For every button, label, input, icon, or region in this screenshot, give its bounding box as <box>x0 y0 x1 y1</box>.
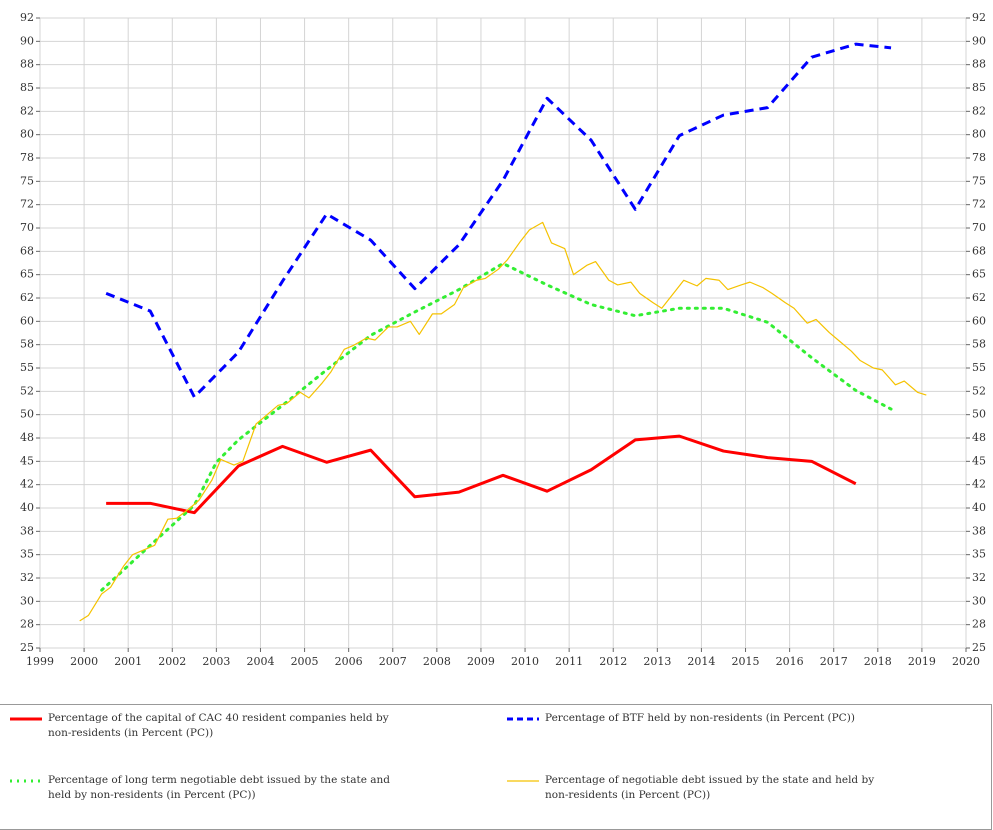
series-line <box>106 434 857 515</box>
y-tick-label: 72 <box>20 198 34 211</box>
y-tick-label: 32 <box>20 571 34 584</box>
x-tick-label: 2013 <box>643 655 671 668</box>
x-tick-label: 2000 <box>70 655 98 668</box>
grid <box>39 17 967 649</box>
y-tick-label-right: 68 <box>972 244 986 257</box>
y-tick-label-right: 72 <box>972 198 986 211</box>
y-tick-label: 45 <box>20 454 34 467</box>
x-tick-label: 2016 <box>776 655 804 668</box>
y-tick-label: 68 <box>20 244 34 257</box>
y-tick-label-right: 50 <box>972 408 986 421</box>
plot-area <box>39 17 967 649</box>
series-line <box>100 261 893 592</box>
y-tick-label-right: 40 <box>972 501 986 514</box>
y-tick-label-right: 65 <box>972 268 986 281</box>
y-tick-label: 55 <box>20 361 34 374</box>
y-tick-label-right: 88 <box>972 58 986 71</box>
y-tick-label: 58 <box>20 338 34 351</box>
y-tick-label: 48 <box>20 431 34 444</box>
x-tick-label: 1999 <box>26 655 54 668</box>
legend-label: Percentage of BTF held by non-residents … <box>545 712 855 724</box>
x-tick-label: 2011 <box>555 655 583 668</box>
y-tick-label: 30 <box>20 594 34 607</box>
legend: Percentage of the capital of CAC 40 resi… <box>0 704 992 830</box>
y-tick-label: 65 <box>20 268 34 281</box>
x-tick-label: 2007 <box>379 655 407 668</box>
x-tick-label: 2004 <box>246 655 274 668</box>
chart: 25 25 28 28 30 30 32 32 35 35 38 38 40 40 42 42 45 45 48 48… <box>20 11 986 668</box>
y-tick-label-right: 32 <box>972 571 986 584</box>
y-tick-label: 90 <box>20 34 34 47</box>
x-tick-label: 2020 <box>952 655 980 668</box>
y-tick-label: 28 <box>20 618 34 631</box>
x-tick-label: 2008 <box>423 655 451 668</box>
x-tick-label: 2010 <box>511 655 539 668</box>
y-tick-label-right: 80 <box>972 128 986 141</box>
legend-swatch <box>507 780 539 782</box>
y-tick-label-right: 78 <box>972 151 986 164</box>
y-tick-label-right: 25 <box>972 641 986 654</box>
legend-swatch <box>10 717 42 721</box>
x-tick-label: 2012 <box>599 655 627 668</box>
legend-label: Percentage of negotiable debt issued by … <box>545 774 875 801</box>
x-tick-label: 2002 <box>158 655 186 668</box>
y-tick-label-right: 28 <box>972 618 986 631</box>
y-tick-label: 78 <box>20 151 34 164</box>
y-tick-label-right: 58 <box>972 338 986 351</box>
y-tick-label: 35 <box>20 548 34 561</box>
x-tick-label: 2005 <box>291 655 319 668</box>
y-tick-label-right: 60 <box>972 314 986 327</box>
y-tick-label-right: 85 <box>972 81 986 94</box>
legend-label: Percentage of the capital of CAC 40 resi… <box>48 712 389 739</box>
series-line <box>79 221 927 622</box>
x-tick-label: 2018 <box>864 655 892 668</box>
y-tick-label: 85 <box>20 81 34 94</box>
legend-swatch <box>507 717 539 721</box>
y-tick-label: 40 <box>20 501 34 514</box>
y-tick-label-right: 30 <box>972 594 986 607</box>
y-tick-label: 70 <box>20 221 34 234</box>
y-tick-label-right: 92 <box>972 11 986 24</box>
y-tick-label: 42 <box>20 478 34 491</box>
y-tick-label: 88 <box>20 58 34 71</box>
y-tick-label-right: 35 <box>972 548 986 561</box>
y-tick-label: 62 <box>20 291 34 304</box>
y-tick-label-right: 38 <box>972 524 986 537</box>
x-tick-label: 2003 <box>202 655 230 668</box>
y-tick-label-right: 82 <box>972 104 986 117</box>
y-tick-label: 82 <box>20 104 34 117</box>
y-tick-label-right: 45 <box>972 454 986 467</box>
y-tick-label-right: 52 <box>972 384 986 397</box>
y-tick-label-right: 48 <box>972 431 986 444</box>
y-tick-label-right: 70 <box>972 221 986 234</box>
y-tick-label: 92 <box>20 11 34 24</box>
y-tick-label: 80 <box>20 128 34 141</box>
y-tick-label-right: 90 <box>972 34 986 47</box>
y-tick-label: 75 <box>20 174 34 187</box>
x-tick-label: 2009 <box>467 655 495 668</box>
y-tick-label-right: 42 <box>972 478 986 491</box>
y-tick-label: 60 <box>20 314 34 327</box>
x-tick-label: 2019 <box>908 655 936 668</box>
y-tick-label: 25 <box>20 641 34 654</box>
y-tick-label: 52 <box>20 384 34 397</box>
y-tick-label-right: 62 <box>972 291 986 304</box>
x-tick-label: 2017 <box>820 655 848 668</box>
legend-label: Percentage of long term negotiable debt … <box>48 774 391 801</box>
y-tick-label: 38 <box>20 524 34 537</box>
x-tick-label: 2001 <box>114 655 142 668</box>
y-tick-label: 50 <box>20 408 34 421</box>
y-tick-label-right: 55 <box>972 361 986 374</box>
x-tick-label: 2006 <box>335 655 363 668</box>
x-tick-label: 2014 <box>687 655 715 668</box>
series-line <box>105 42 892 399</box>
x-tick-label: 2015 <box>732 655 760 668</box>
y-tick-label-right: 75 <box>972 174 986 187</box>
legend-swatch <box>10 779 42 783</box>
